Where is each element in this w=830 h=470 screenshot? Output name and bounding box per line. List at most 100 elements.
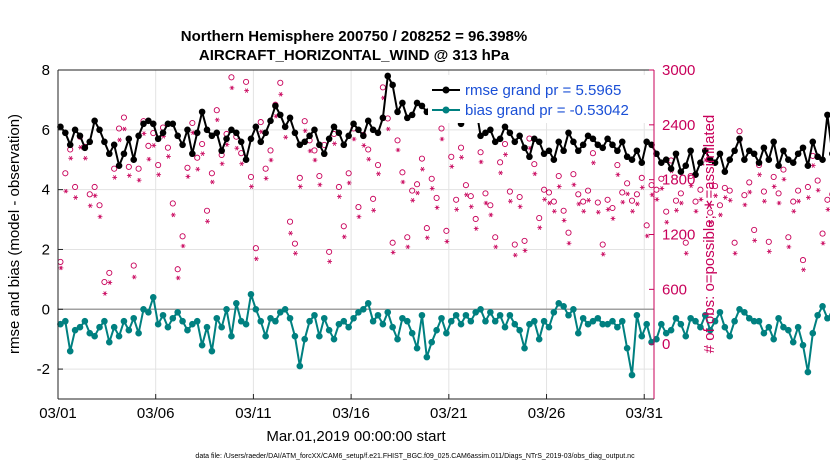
obs-assimilated-point (722, 195, 728, 200)
x-axis-ticks: 03/01 03/06 03/11 03/16 03/21 03/26 03/31 (39, 394, 663, 422)
rmse-point (325, 135, 333, 143)
bias-point (726, 332, 734, 340)
rmse-point (320, 150, 328, 158)
rmse-point (223, 135, 230, 143)
y-left-tick-label-4: 6 (42, 122, 50, 139)
rmse-point (565, 129, 572, 137)
obs-possible-point (130, 262, 137, 269)
rmse-point (110, 141, 118, 149)
rmse-point (301, 138, 309, 146)
rmse-point (193, 129, 201, 137)
chart-title-line1: Northern Hemisphere 200750 / 208252 = 96… (181, 28, 527, 45)
rmse-point (252, 123, 260, 131)
rmse-point (760, 144, 768, 152)
obs-possible-point (296, 174, 303, 181)
obs-assimilated-point (253, 256, 259, 262)
bias-point (711, 317, 719, 325)
obs-assimilated-point (229, 85, 235, 91)
y-left-tick-label-3: 4 (42, 182, 50, 199)
obs-possible-point (189, 119, 196, 127)
obs-possible-point (726, 187, 733, 194)
obs-assimilated-point (420, 166, 425, 172)
obs-assimilated-point (635, 201, 640, 207)
obs-assimilated-point (561, 218, 567, 223)
obs-assimilated-point (434, 205, 440, 210)
bias-point (457, 320, 465, 328)
obs-possible-point (785, 234, 792, 241)
obs-assimilated-point (219, 161, 225, 167)
rmse-point (721, 168, 729, 175)
obs-possible-point (345, 170, 352, 177)
obs-assimilated-point (371, 208, 376, 213)
obs-assimilated-point (786, 244, 792, 250)
rmse-point (658, 159, 665, 167)
obs-assimilated-point (73, 195, 78, 200)
rmse-point (135, 132, 142, 140)
obs-possible-point (448, 153, 455, 160)
rmse-point (623, 153, 631, 161)
obs-assimilated-point (366, 156, 372, 162)
rmse-point (340, 141, 348, 149)
bias-point (452, 311, 460, 319)
obs-assimilated-point (87, 203, 93, 209)
bias-point (291, 332, 299, 340)
obs-possible-point (428, 175, 435, 182)
bias-point (140, 305, 147, 313)
obs-assimilated-point (810, 163, 816, 168)
rmse-point (145, 117, 152, 125)
bias-point (618, 317, 626, 325)
y-left-tick-label-1: 0 (42, 301, 50, 318)
obs-assimilated-point (92, 193, 98, 199)
rmse-point (276, 111, 284, 119)
obs-possible-point (243, 78, 250, 85)
obs-assimilated-point (107, 280, 113, 285)
obs-assimilated-point (68, 155, 74, 161)
obs-possible-point (501, 140, 509, 148)
bias-point (496, 311, 504, 319)
obs-assimilated-point (293, 251, 298, 256)
bias-point (369, 317, 377, 325)
obs-assimilated-point (307, 148, 313, 154)
rmse-point (242, 156, 250, 164)
rmse-point (653, 150, 660, 158)
obs-possible-point (575, 191, 582, 198)
obs-possible-point (716, 202, 724, 209)
rmse-point (648, 141, 655, 149)
y-right-tick-label-3: 1800 (662, 172, 695, 189)
obs-assimilated-point (341, 234, 347, 240)
obs-assimilated-point (771, 184, 777, 189)
bias-point (579, 314, 587, 322)
rmse-point (389, 81, 396, 89)
obs-assimilated-point (327, 259, 333, 264)
obs-assimilated-point (688, 183, 694, 188)
x-axis-label: Mar.01,2019 00:00:00 start (266, 428, 446, 445)
bias-point (584, 320, 592, 328)
rmse-point (819, 156, 826, 164)
obs-possible-point (550, 198, 557, 205)
obs-possible-point (799, 257, 807, 264)
rmse-point (281, 123, 289, 131)
obs-assimilated-point (674, 208, 679, 213)
rmse-point (164, 120, 172, 128)
rmse-point (228, 126, 235, 134)
obs-assimilated-point (498, 170, 504, 176)
bias-point (286, 314, 294, 322)
obs-possible-point (179, 233, 186, 240)
obs-possible-point (370, 195, 377, 202)
rmse-point (364, 117, 372, 125)
obs-assimilated-point (151, 143, 157, 148)
bias-point (135, 329, 142, 337)
obs-assimilated-point (507, 198, 513, 204)
x-tick-label-0: 03/01 (39, 405, 77, 422)
bias-point (174, 308, 181, 316)
obs-possible-point (365, 146, 372, 153)
obs-possible-point (824, 196, 830, 203)
rmse-point (369, 126, 377, 134)
obs-possible-point (731, 239, 738, 246)
rmse-point (579, 141, 587, 149)
rmse-point (604, 135, 611, 143)
obs-assimilated-point (503, 152, 508, 157)
bias-point (814, 311, 821, 319)
obs-possible-point (135, 165, 142, 172)
